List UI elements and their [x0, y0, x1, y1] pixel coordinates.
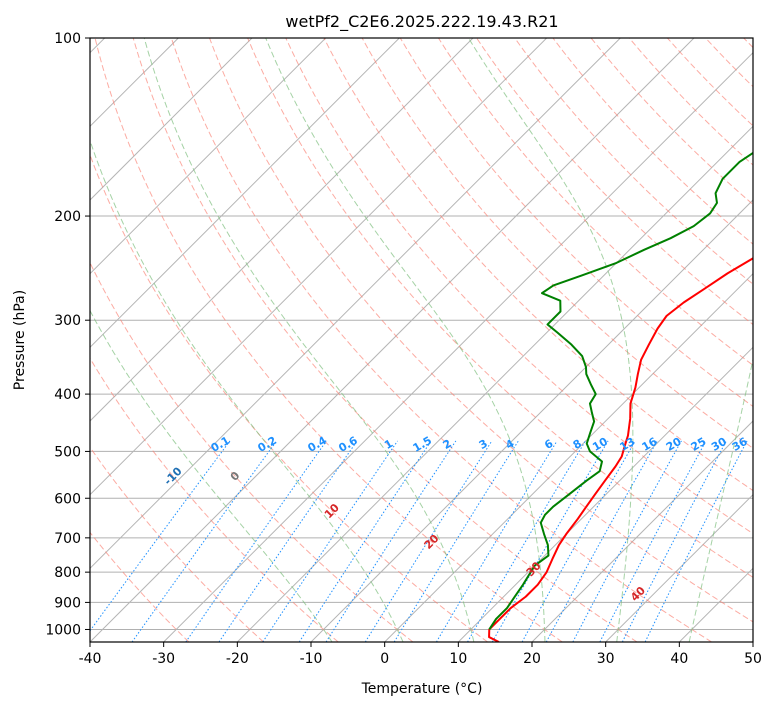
moist-adiabat-line: [468, 38, 634, 642]
isotherm-line: [90, 38, 695, 642]
y-tick-label: 100: [54, 31, 81, 47]
isotherm-line: [90, 38, 548, 496]
isotherm-line: [163, 51, 753, 642]
mixing-ratio-line: [435, 440, 558, 642]
mixing-ratio-line: [467, 440, 586, 642]
moist-adiabat-line: [265, 38, 546, 642]
mixing-ratio-line: [325, 440, 457, 642]
x-tick-label: -20: [226, 651, 249, 667]
mixing-ratio-line: [262, 440, 398, 642]
mixing-ratio-line: [131, 440, 278, 642]
mixing-ratio-line: [599, 440, 707, 642]
dry-adiabat-line: [514, 38, 753, 285]
moist-adiabat-line: [688, 357, 753, 642]
x-tick-label: -10: [300, 651, 323, 667]
plot-frame: [89, 37, 754, 643]
isotherm-line: [457, 346, 753, 642]
dry-adiabat-line: [90, 531, 190, 642]
x-tick-label: 10: [449, 651, 467, 667]
dry-adiabat-line: [90, 261, 414, 642]
y-tick-label: 1000: [45, 622, 81, 638]
sounding-profiles: [488, 151, 753, 642]
mixing-ratio-line: [545, 440, 658, 642]
x-axis-label: Temperature (°C): [361, 681, 483, 697]
axis-ticks: -40 -30 -20 -10 0 10 20 30 40 50 1000 900 800 700 600 5…: [45, 31, 762, 667]
dry-adiabat-line: [247, 38, 753, 578]
isotherm-line: [90, 38, 474, 422]
isotherm-line: [384, 272, 753, 642]
x-tick-label: 0: [380, 651, 389, 667]
chart-title: wetPf2_C2E6.2025.222.19.43.R21: [285, 12, 558, 32]
isotherm-line: [90, 38, 621, 570]
y-tick-label: 900: [54, 595, 81, 611]
x-tick-label: 40: [670, 651, 688, 667]
dry-adiabat-line: [399, 38, 753, 408]
mixing-ratio-line: [621, 440, 727, 642]
isotherm-line: [531, 420, 753, 642]
mixing-ratio-line: [393, 440, 519, 642]
isotherm-line: [90, 38, 327, 275]
moist-adiabat-line: [143, 38, 475, 642]
mixing-ratio-line: [364, 440, 493, 642]
mixing-ratio-line: [218, 440, 358, 642]
isotherm-line: [90, 38, 253, 201]
y-tick-label: 600: [54, 491, 81, 507]
x-tick-label: 30: [597, 651, 615, 667]
isotherm-line: [90, 38, 400, 349]
x-tick-label: 20: [523, 651, 541, 667]
x-tick-label: 50: [744, 651, 762, 667]
dry-adiabat-line: [90, 446, 264, 642]
mixing-ratio-line: [298, 440, 432, 642]
y-tick-label: 800: [54, 565, 81, 581]
y-tick-label: 500: [54, 444, 81, 460]
dry-adiabat-line: [132, 38, 638, 642]
mixing-ratio-line: [185, 440, 327, 642]
y-axis-label: Pressure (hPa): [12, 290, 28, 390]
x-tick-label: -30: [152, 651, 175, 667]
dry-adiabat-line: [438, 38, 753, 366]
dry-adiabat-line: [170, 38, 712, 642]
dry-adiabat-line: [90, 153, 488, 642]
temperature-profile: [488, 257, 753, 642]
isotherm-line: [236, 125, 753, 642]
isotherm-line: [605, 493, 753, 642]
moist-adiabat-line: [90, 138, 404, 642]
y-tick-label: 300: [54, 313, 81, 329]
dry-adiabat-line: [94, 38, 563, 642]
dry-adiabat-line: [209, 38, 753, 623]
y-tick-label: 200: [54, 209, 81, 225]
dewpoint-profile: [488, 151, 753, 631]
x-tick-label: -40: [79, 651, 102, 667]
dry-adiabat-line: [285, 38, 753, 535]
background-lines: [90, 38, 753, 642]
mixing-ratio-line: [572, 440, 682, 642]
y-tick-label: 700: [54, 531, 81, 547]
y-tick-label: 400: [54, 387, 81, 403]
